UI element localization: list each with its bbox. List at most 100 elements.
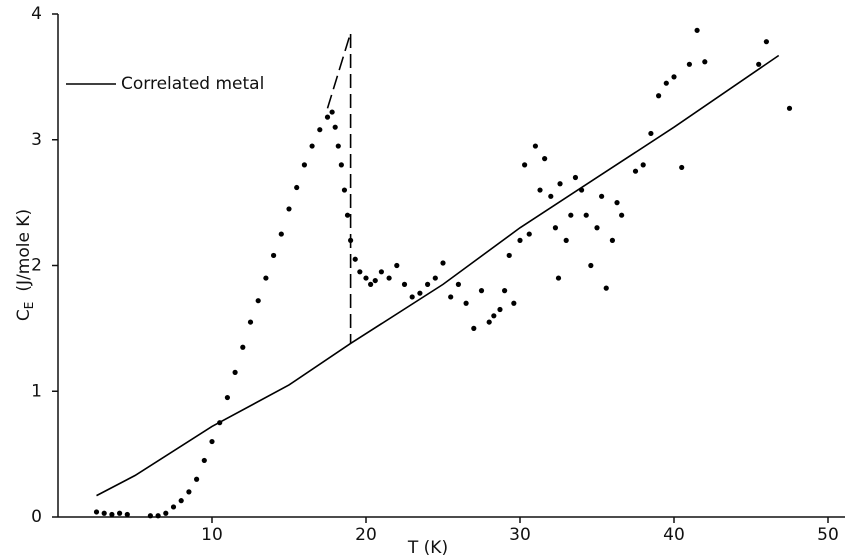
data-point [363,275,369,281]
data-point [579,187,585,193]
data-point [278,231,284,237]
data-point [522,162,528,168]
data-point [572,174,579,181]
data-point [201,457,207,464]
data-point [170,504,177,510]
data-point [425,281,431,287]
data-point [555,275,562,281]
data-point [368,281,374,287]
data-point [409,294,415,300]
data-point [532,143,539,149]
y-symbol: C [14,309,34,321]
data-point [594,225,600,231]
data-point [537,187,543,193]
data-point [557,181,563,187]
data-point [163,510,169,516]
model-line [96,54,780,497]
x-tick-label: 50 [817,525,839,545]
data-point [568,212,574,218]
y-axis-label: CE (J/mole K) [14,209,36,321]
data-point [702,59,708,65]
data-point [440,260,446,266]
data-point [271,252,277,259]
data-point [756,61,762,67]
data-point [341,187,348,193]
x-tick-label: 40 [663,525,685,545]
data-point [217,420,223,426]
data-point [542,156,548,162]
data-point [263,275,269,281]
y-tick-label: 1 [31,381,42,401]
data-point [463,300,469,306]
data-point [563,237,569,243]
dashed-line [326,32,352,344]
legend-label: Correlated metal [121,74,264,94]
data-point [224,394,230,401]
data-point [502,288,508,294]
y-unit: (J/mole K) [14,209,34,292]
data-point [599,193,605,199]
data-point [763,39,770,45]
data-point [614,200,620,206]
data-point [609,237,616,243]
data-point [186,489,192,495]
data-point [324,114,331,120]
data-point [109,511,115,518]
data-point [526,231,532,237]
data-point [694,27,700,33]
data-point [640,162,646,168]
data-point [478,288,485,294]
data-point [679,164,685,171]
y-subscript: E [22,302,36,310]
data-point [117,510,123,516]
data-point [786,105,793,111]
data-point [583,212,589,218]
data-point [455,281,461,287]
y-tick-label: 4 [31,4,42,24]
data-point [155,513,161,519]
data-point [417,290,423,296]
data-point [552,225,559,231]
data-point [232,369,238,375]
data-point [124,511,130,518]
data-point [101,510,107,516]
data-point [386,275,392,281]
data-point [619,212,625,218]
data-point [517,237,523,243]
data-point [663,80,669,86]
data-point [632,168,639,174]
data-point [317,127,323,133]
y-tick-label: 2 [31,256,42,276]
data-point [301,162,307,168]
x-tick-label: 20 [355,525,377,545]
data-point [147,513,153,519]
data-point [491,313,497,319]
data-point [588,262,594,269]
data-point [511,300,517,306]
data-point [506,252,512,259]
data-point [648,130,654,137]
data-point [497,306,503,313]
data-point [335,143,341,149]
data-point [338,162,344,168]
data-point [671,74,677,80]
data-point [332,124,338,130]
data-point [348,237,354,243]
data-point [686,61,693,67]
data-point [486,319,492,325]
data-point [372,277,378,284]
data-point [656,93,662,99]
data-point [378,269,384,275]
y-tick-label: 3 [31,130,42,150]
x-axis-label: T (K) [407,538,448,558]
data-point [357,269,363,275]
y-tick-label: 0 [31,507,42,527]
data-point [471,325,477,331]
data-point [209,438,215,445]
data-point [309,143,315,149]
x-tick-label: 30 [509,525,531,545]
data-point [432,275,438,281]
data-point [286,206,292,212]
x-tick-label: 10 [201,525,223,545]
